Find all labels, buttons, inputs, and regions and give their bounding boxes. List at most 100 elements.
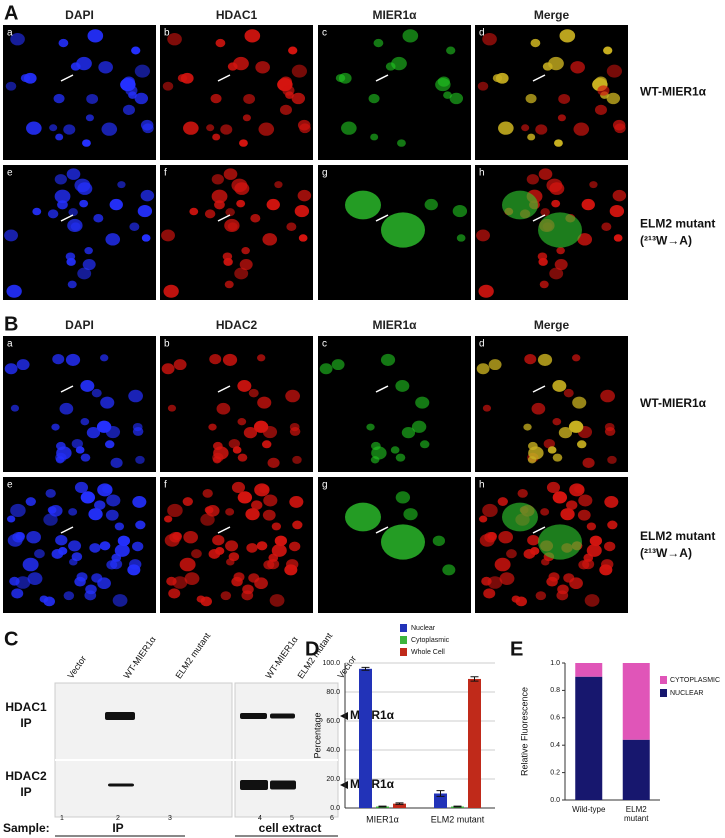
row-label: WT-MIER1α xyxy=(640,85,707,99)
nucleus xyxy=(488,359,502,371)
nucleus xyxy=(76,56,92,71)
nucleus xyxy=(105,440,115,449)
nucleus xyxy=(225,508,235,516)
band xyxy=(240,713,267,719)
nucleus xyxy=(128,389,143,403)
lane-label: ELM2 mutant xyxy=(173,631,212,681)
nucleus xyxy=(285,389,300,403)
nucleus xyxy=(604,422,615,432)
nucleus xyxy=(535,591,547,601)
nucleus xyxy=(499,572,515,585)
nucleus xyxy=(403,508,418,521)
nucleus xyxy=(222,353,238,366)
blot-label: HDAC2 xyxy=(5,769,47,783)
nucleus xyxy=(69,558,78,566)
nucleus xyxy=(609,204,625,218)
nucleus xyxy=(122,104,135,115)
nucleus xyxy=(540,208,550,217)
nucleus xyxy=(112,594,128,607)
nucleus xyxy=(613,234,623,242)
arrow xyxy=(375,385,389,393)
row-label: ELM2 mutant xyxy=(640,529,715,543)
nucleus xyxy=(189,207,199,216)
nucleus xyxy=(54,174,67,185)
nucleus xyxy=(482,503,498,518)
nucleus xyxy=(213,441,223,451)
nucleus xyxy=(220,591,232,601)
nucleus xyxy=(65,353,81,366)
micrograph: b xyxy=(160,336,313,472)
nucleus xyxy=(80,453,91,462)
nucleus xyxy=(59,402,74,415)
nucleus xyxy=(109,198,123,211)
lane-number: 5 xyxy=(290,815,294,822)
legend-swatch xyxy=(400,624,407,632)
nucleus xyxy=(537,353,553,366)
nucleus xyxy=(397,139,406,147)
panel-label: B xyxy=(4,313,18,335)
nucleus xyxy=(5,81,17,91)
nucleus xyxy=(577,440,587,449)
nucleus xyxy=(56,441,66,451)
arrow xyxy=(60,214,74,222)
nucleus xyxy=(243,93,256,105)
nucleus xyxy=(26,530,41,544)
error-bar xyxy=(470,676,479,682)
panel-label: E xyxy=(510,638,523,660)
nucleus xyxy=(253,420,269,433)
nucleus xyxy=(80,491,96,504)
nucleus xyxy=(134,92,149,105)
nucleus xyxy=(526,174,539,185)
nucleus xyxy=(402,29,419,43)
micrograph: c xyxy=(318,336,471,472)
row-label: WT-MIER1α xyxy=(640,396,707,410)
y-tick-label: 60.0 xyxy=(326,718,340,725)
cytoplasm xyxy=(345,190,381,220)
nucleus xyxy=(245,508,260,521)
legend-label: CYTOPLASMIC xyxy=(670,677,720,684)
lane-label: WT-MIER1α xyxy=(121,634,157,680)
nucleus xyxy=(52,354,65,365)
micrograph: h xyxy=(475,477,628,613)
nucleus xyxy=(581,198,595,211)
nucleus xyxy=(563,388,574,398)
column-header: DAPI xyxy=(65,8,94,22)
nucleus xyxy=(297,189,312,202)
nucleus xyxy=(267,559,280,570)
y-tick-label: 0.2 xyxy=(550,769,560,776)
nucleus xyxy=(589,535,603,547)
nucleus xyxy=(586,522,597,531)
nucleus xyxy=(101,122,118,136)
nucleus xyxy=(225,208,235,217)
nucleus xyxy=(47,506,57,514)
nucleus xyxy=(606,92,621,105)
nucleus xyxy=(262,233,278,246)
subpanel-label: c xyxy=(322,28,327,39)
nucleus xyxy=(380,353,396,366)
nucleus xyxy=(84,247,93,255)
nucleus xyxy=(479,515,488,523)
nucleus xyxy=(223,168,238,180)
arrow xyxy=(60,74,74,82)
nucleus xyxy=(395,380,410,392)
nucleus xyxy=(236,199,246,208)
nucleus xyxy=(282,85,295,96)
nucleus xyxy=(99,541,111,551)
nucleus xyxy=(166,576,177,586)
nucleus xyxy=(288,46,298,55)
nucleus xyxy=(163,284,179,298)
nucleus xyxy=(68,540,82,552)
nucleus xyxy=(15,576,31,589)
nucleus xyxy=(132,541,144,552)
lane-number: 1 xyxy=(60,815,64,822)
nucleus xyxy=(607,520,618,530)
nucleus xyxy=(172,576,188,589)
nucleus xyxy=(538,257,548,266)
arrow xyxy=(217,385,231,393)
nucleus xyxy=(524,354,537,365)
nucleus xyxy=(368,93,380,104)
arrow xyxy=(532,214,546,222)
nucleus xyxy=(241,590,254,601)
nucleus xyxy=(89,543,101,553)
nucleus xyxy=(167,503,183,518)
